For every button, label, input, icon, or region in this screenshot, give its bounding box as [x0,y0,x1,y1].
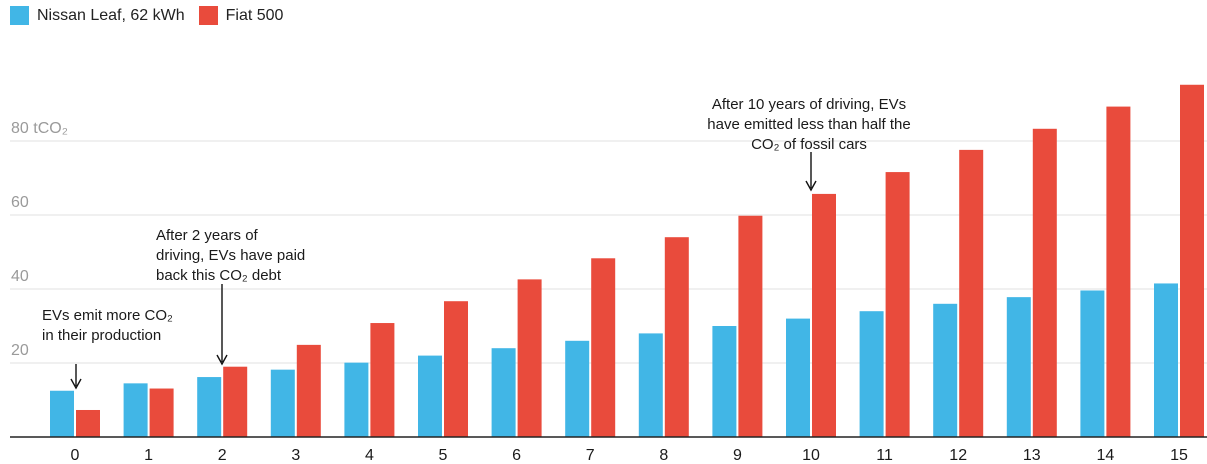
x-tick-label-13: 13 [1023,447,1041,464]
bar-nissan-2 [197,377,222,437]
bar-nissan-10 [786,318,810,437]
annotation-10: After 10 years of driving, EVs have emitt… [707,96,911,192]
y-tick-label-20: 20 [11,342,29,359]
x-tick-label-9: 9 [733,447,742,464]
bar-fiat-5 [444,301,468,437]
annotation-2-line-2: back this CO₂ debt [156,267,282,284]
x-tick-label-7: 7 [586,447,595,464]
y-tick-label-40: 40 [11,268,29,285]
bar-nissan-12 [933,303,958,437]
bar-nissan-3 [270,369,295,437]
x-axis: 0 1 2 3 4 5 6 7 8 9 10 11 12 13 14 15 [10,436,1207,464]
y-tick-label-80: 80 tCO₂ [11,120,68,137]
x-tick-label-6: 6 [512,447,521,464]
x-tick-label-14: 14 [1097,447,1115,464]
x-tick-label-15: 15 [1170,447,1188,464]
annotation-arrowhead-0 [70,378,82,390]
legend-label-fiat: Fiat 500 [225,6,284,24]
bar-nissan-9 [712,326,737,437]
bar-fiat-2 [223,366,248,437]
bar-nissan-0 [50,390,74,437]
bar-fiat-12 [959,149,984,437]
legend-item-nissan: Nissan Leaf, 62 kWh [10,6,185,25]
x-tick-label-11: 11 [876,447,893,464]
bar-nissan-14 [1080,290,1105,437]
bar-nissan-13 [1006,297,1031,437]
legend-swatch-fiat [198,6,218,25]
bar-fiat-14 [1106,106,1131,437]
x-tick-label-5: 5 [439,447,448,464]
bar-fiat-0 [76,409,100,437]
annotation-arrowhead-2 [216,354,228,366]
bar-fiat-11 [885,172,910,437]
annotation-arrowhead-10 [805,180,817,192]
legend-label-nissan: Nissan Leaf, 62 kWh [37,6,185,24]
annotation-0-line-0: EVs emit more CO₂ [42,307,173,324]
bar-nissan-1 [123,383,148,437]
bar-nissan-5 [418,355,442,437]
bar-fiat-13 [1032,128,1057,438]
x-tick-label-10: 10 [802,447,820,464]
legend-item-fiat: Fiat 500 [198,6,284,25]
annotation-2: After 2 years of driving, EVs have paid ba… [156,227,305,366]
bar-fiat-9 [738,215,763,437]
annotation-10-line-2: CO₂ of fossil cars [751,136,867,153]
bar-nissan-11 [859,311,884,437]
bar-nissan-15 [1154,283,1178,437]
bar-nissan-6 [491,348,516,437]
bar-nissan-8 [638,333,663,437]
x-tick-label-12: 12 [949,447,967,464]
x-tick-label-8: 8 [659,447,668,464]
bar-fiat-1 [149,388,174,437]
chart-legend: Nissan Leaf, 62 kWh Fiat 500 [10,6,297,25]
x-tick-label-3: 3 [291,447,300,464]
bar-fiat-8 [664,237,689,437]
bar-fiat-10 [812,193,836,437]
x-tick-label-4: 4 [365,447,374,464]
bar-fiat-15 [1180,84,1204,437]
bar-fiat-6 [517,279,542,437]
annotation-0-line-1: in their production [42,327,161,344]
bar-fiat-7 [591,258,616,437]
bar-nissan-4 [344,362,369,437]
annotation-2-line-1: driving, EVs have paid [156,247,305,264]
y-tick-label-60: 60 [11,194,29,211]
bar-fiat-4 [370,323,395,437]
x-tick-label-1: 1 [144,447,153,464]
x-tick-label-2: 2 [218,447,227,464]
x-tick-label-0: 0 [71,447,80,464]
annotation-0: EVs emit more CO₂ in their production [42,307,173,390]
bar-nissan-7 [565,340,590,437]
legend-swatch-nissan [10,6,29,25]
bars [50,84,1204,438]
annotation-2-line-0: After 2 years of [156,227,259,244]
annotation-10-line-1: have emitted less than half the [707,116,910,133]
bar-fiat-3 [296,344,321,437]
annotation-10-line-0: After 10 years of driving, EVs [712,96,906,113]
